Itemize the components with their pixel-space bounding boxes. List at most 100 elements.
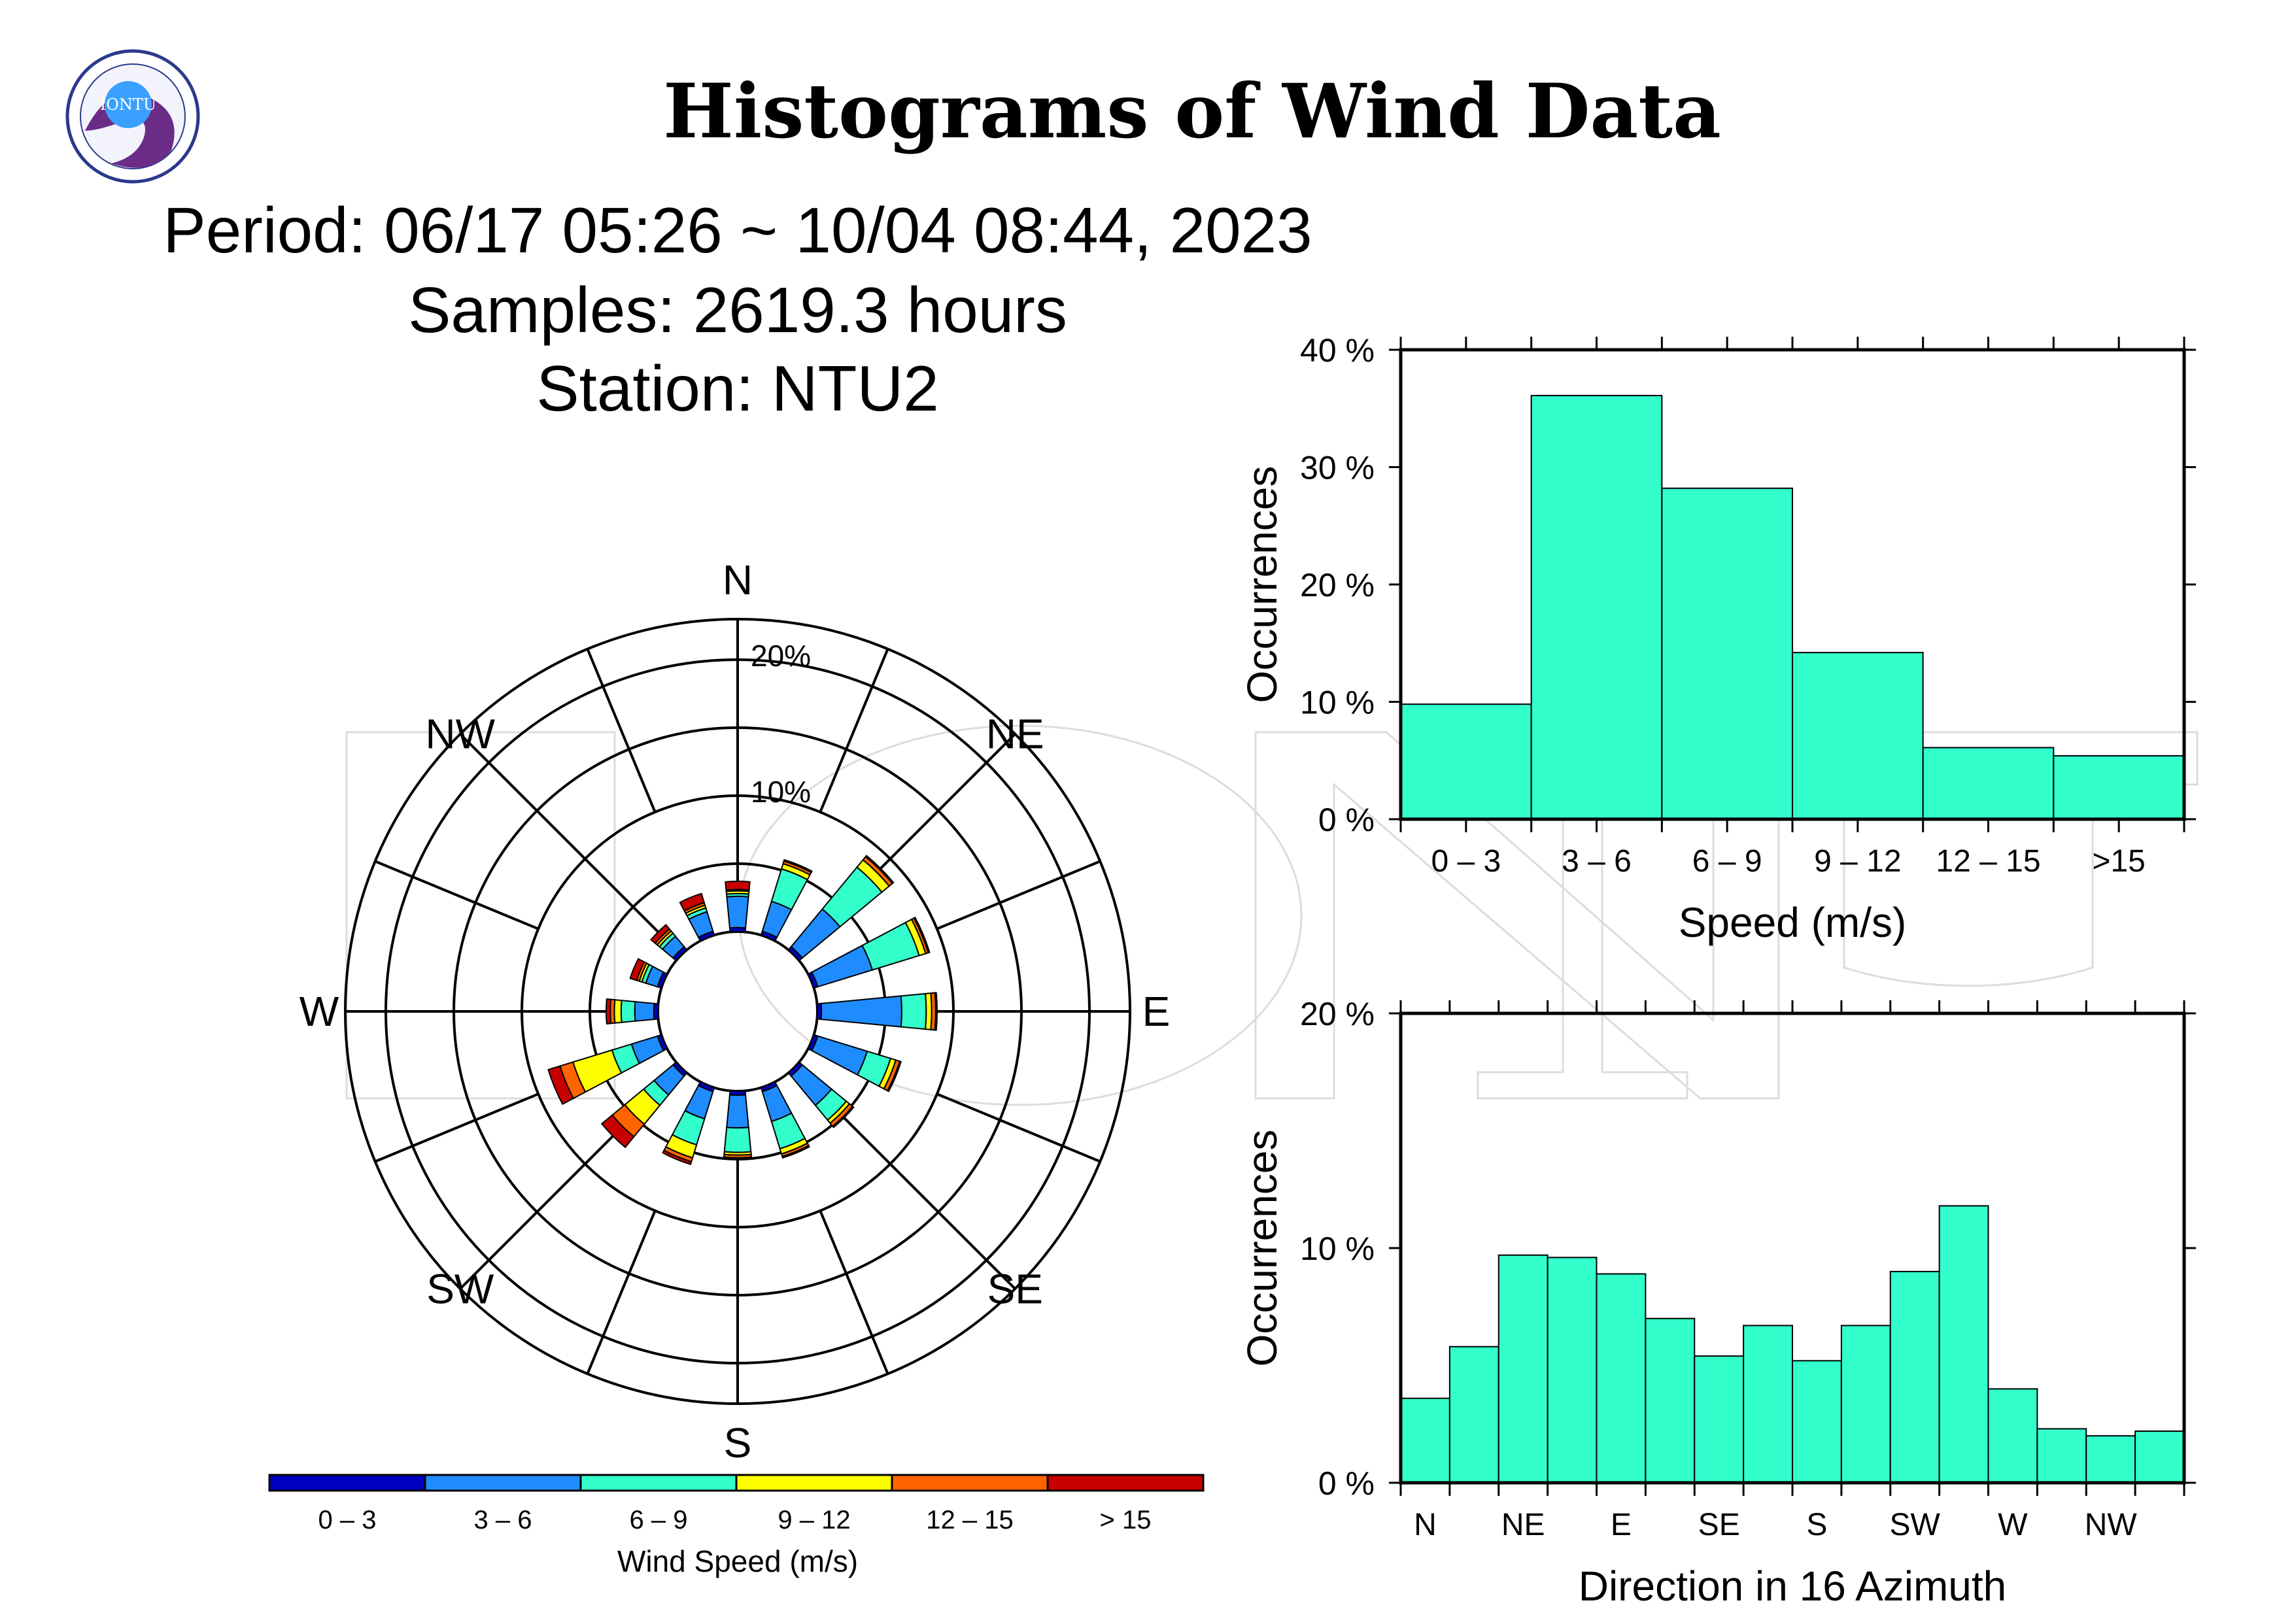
histogram-bar (1922, 747, 2055, 820)
legend-title: Wind Speed (m/s) (617, 1544, 858, 1578)
rose-wedge-segment (723, 1126, 752, 1153)
histogram-bar (2053, 755, 2185, 820)
rose-wedge-segment (620, 1000, 636, 1023)
histogram-bar (1661, 487, 1793, 820)
rose-spoke (586, 1210, 657, 1375)
histogram-bar (2036, 1428, 2087, 1483)
x-tick-label: 0 – 3 (1431, 844, 1501, 879)
rose-wedge-segment (865, 854, 895, 885)
legend-swatch (579, 1474, 738, 1492)
histogram-bar (1530, 395, 1663, 820)
page-title: Histograms of Wind Data (663, 67, 1721, 155)
histogram-bar (1400, 1397, 1450, 1484)
rose-ring-label: 10% (751, 775, 811, 809)
histogram-bar (1987, 1388, 2038, 1483)
histogram-bar (1743, 1325, 1793, 1483)
x-tick-label: SW (1890, 1508, 1941, 1542)
legend-swatch (891, 1474, 1049, 1492)
legend-label: 12 – 15 (926, 1506, 1013, 1534)
legend-label: 0 – 3 (318, 1506, 377, 1534)
y-axis-title: Occurrences (1239, 1130, 1286, 1367)
rose-wedge-segment (886, 1060, 902, 1092)
rose-wedge-segment (600, 1114, 635, 1149)
rose-spoke (819, 1210, 889, 1375)
rose-compass-label: E (1142, 988, 1171, 1035)
histogram-bar (1840, 1325, 1891, 1483)
rose-spoke (586, 648, 657, 813)
rose-wedge-segment (662, 1149, 693, 1166)
samples-text: Samples: 2619.3 hours (408, 274, 1067, 346)
logo-text: IONTU (100, 95, 156, 114)
y-tick-label: 10 % (1300, 1230, 1375, 1267)
rose-spoke (374, 1092, 539, 1163)
histogram-bar (2085, 1435, 2136, 1483)
y-tick-label: 10 % (1300, 685, 1375, 721)
rose-spoke (459, 733, 683, 956)
x-axis-title: Speed (m/s) (1679, 899, 1907, 946)
legend-swatch (424, 1474, 582, 1492)
station-text: Station: NTU2 (536, 352, 938, 424)
rose-wedge-segment (613, 999, 623, 1024)
rose-compass-label: SW (426, 1265, 494, 1312)
histogram-bar (1792, 652, 1924, 820)
histogram-bar (2134, 1430, 2185, 1484)
speed-color-legend: 0 – 3 3 – 6 6 – 9 9 – 12 12 – 15 > 15 Wind Spe… (268, 1474, 1205, 1578)
x-tick-label: 6 – 9 (1692, 844, 1762, 879)
histogram-bar (1596, 1273, 1647, 1483)
legend-label: 6 – 9 (630, 1506, 688, 1534)
rose-compass-label: S (724, 1419, 752, 1466)
rose-wedge-segment (679, 892, 706, 912)
rose-wedge-segment (783, 858, 813, 873)
x-tick-label: >15 (2092, 844, 2145, 879)
speed-histogram: 0 % 10 % 20 % 30 % 40 % 0 – 3 3 – 6 6 – 9 9 – 12… (1239, 332, 2196, 946)
rose-compass-label: NE (986, 711, 1044, 758)
x-tick-label: NW (2085, 1508, 2138, 1542)
y-tick-label: 20 % (1300, 567, 1375, 603)
rose-wedge-segment (605, 998, 612, 1025)
rose-wedge-segment (547, 1065, 575, 1106)
rose-wedge-segment (723, 1156, 753, 1160)
rose-wedge-segment (820, 995, 902, 1028)
y-tick-label: 30 % (1300, 450, 1375, 486)
legend-swatch (1046, 1474, 1205, 1492)
histogram-bar (1498, 1254, 1549, 1484)
rose-wedge-segment (725, 881, 751, 891)
x-tick-label: E (1611, 1508, 1632, 1542)
x-tick-label: 12 – 15 (1936, 844, 2040, 879)
legend-label: > 15 (1100, 1506, 1152, 1534)
rose-compass-label: N (723, 556, 753, 603)
rose-wedge-segment (810, 944, 874, 988)
rose-wedge-segment (810, 1035, 868, 1076)
x-tick-label: NE (1501, 1508, 1545, 1542)
histogram-bar (1938, 1205, 1989, 1483)
histogram-bar (1547, 1257, 1598, 1483)
x-tick-label: 3 – 6 (1562, 844, 1632, 879)
rose-compass-label: SE (987, 1265, 1043, 1312)
rose-spoke (936, 860, 1101, 930)
y-tick-label: 40 % (1300, 332, 1375, 369)
period-text: Period: 06/17 05:26 ~ 10/04 08:44, 2023 (163, 194, 1312, 266)
rose-wedge-segment (726, 1094, 749, 1129)
rose-spoke (936, 1092, 1101, 1163)
rose-compass-label: NW (425, 711, 495, 758)
rose-wedge-segment (934, 992, 938, 1031)
histogram-bar (1448, 1345, 1499, 1484)
rose-spoke (819, 648, 889, 813)
histogram-bar (1400, 703, 1532, 820)
legend-label: 9 – 12 (778, 1506, 850, 1534)
rose-wedge-segment (629, 958, 645, 981)
histogram-bar (1694, 1355, 1745, 1483)
rose-wedge-segment (726, 895, 749, 929)
rose-compass-label: W (300, 988, 339, 1035)
direction-histogram: 0 % 10 % 20 % N NE E SE S SW W NW Direction in 16 A… (1239, 996, 2196, 1610)
y-axis-title: Occurrences (1239, 466, 1286, 703)
x-tick-label: 9 – 12 (1814, 844, 1901, 879)
legend-swatch (735, 1474, 893, 1492)
iontu-logo: IONTU (65, 49, 200, 184)
histogram-bar (1889, 1270, 1940, 1484)
rose-wedge-segment (781, 1144, 811, 1159)
x-axis-title: Direction in 16 Azimuth (1579, 1563, 2007, 1610)
rose-wedge-segment (900, 992, 927, 1030)
